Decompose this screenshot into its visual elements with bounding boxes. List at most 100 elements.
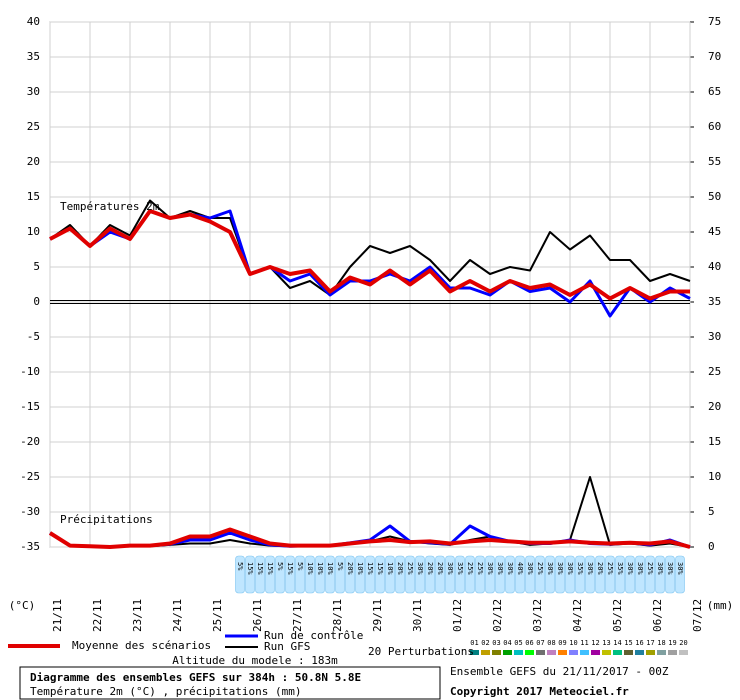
- x-tick-label: 04/12: [571, 599, 584, 632]
- perturbation-number: 09: [558, 639, 566, 647]
- probability-label: 10%: [306, 562, 314, 575]
- y-tick-label: 35: [27, 50, 40, 63]
- x-tick-label: 21/11: [51, 599, 64, 632]
- perturbation-swatch: [569, 650, 578, 655]
- y-tick-label: -10: [20, 365, 40, 378]
- probability-box: [615, 555, 625, 594]
- probability-label: 25%: [406, 562, 414, 575]
- probability-box: [335, 555, 345, 594]
- y2-tick-label: 70: [708, 50, 721, 63]
- probability-label: 35%: [456, 562, 464, 575]
- perturbation-swatch: [558, 650, 567, 655]
- y2-tick-label: 0: [708, 540, 715, 553]
- legend-label: Run de contrôle: [264, 629, 363, 642]
- probability-label: 35%: [616, 562, 624, 575]
- probability-label: 15%: [286, 562, 294, 575]
- probability-box: [485, 555, 495, 594]
- y2-tick-label: 10: [708, 470, 721, 483]
- probability-box: [535, 555, 545, 594]
- grid: [49, 21, 694, 548]
- perturbation-swatch: [536, 650, 545, 655]
- perturbation-swatch: [613, 650, 622, 655]
- y2-tick-label: 50: [708, 190, 721, 203]
- perturbation-swatch: [547, 650, 556, 655]
- probability-box: [435, 555, 445, 594]
- probability-box: [455, 555, 465, 594]
- perturbation-number: 11: [580, 639, 588, 647]
- y-tick-label: 40: [27, 15, 40, 28]
- probability-box: [295, 555, 305, 594]
- perturbation-number: 13: [602, 639, 610, 647]
- y2-tick-label: 75: [708, 15, 721, 28]
- probability-label: 30%: [416, 562, 424, 575]
- probability-box: [255, 555, 265, 594]
- probability-box: [495, 555, 505, 594]
- temperature-label: Températures 2m: [60, 200, 160, 213]
- probability-box: [545, 555, 555, 594]
- y-tick-label: 10: [27, 225, 40, 238]
- probability-box: [395, 555, 405, 594]
- perturbation-swatch: [657, 650, 666, 655]
- perturbation-number: 06: [525, 639, 533, 647]
- series-line: [49, 209, 690, 301]
- probability-label: 30%: [566, 562, 574, 575]
- x-tick-label: 29/11: [371, 599, 384, 632]
- x-tick-label: 01/12: [451, 599, 464, 632]
- probability-box: [645, 555, 655, 594]
- probability-label: 30%: [446, 562, 454, 575]
- x-tick-label: 28/11: [331, 599, 344, 632]
- probability-box: [405, 555, 415, 594]
- y-tick-label: -5: [27, 330, 40, 343]
- probability-label: 30%: [526, 562, 534, 575]
- x-tick-label: 02/12: [491, 599, 504, 632]
- probability-label: 25%: [476, 562, 484, 575]
- probability-box: [365, 555, 375, 594]
- y2-tick-label: 60: [708, 120, 721, 133]
- probability-label: 25%: [466, 562, 474, 575]
- probability-label: 10%: [356, 562, 364, 575]
- precipitation-label: Précipitations: [60, 513, 153, 526]
- x-tick-label: 30/11: [411, 599, 424, 632]
- probability-box: [665, 555, 675, 594]
- probability-label: 30%: [546, 562, 554, 575]
- probability-label: 5%: [276, 562, 284, 571]
- probability-label: 5%: [236, 562, 244, 571]
- y-tick-label: 0: [33, 295, 40, 308]
- probability-box: [355, 555, 365, 594]
- y2-tick-label: 25: [708, 365, 721, 378]
- probability-box: [655, 555, 665, 594]
- y-tick-label: 20: [27, 155, 40, 168]
- perturbation-number: 07: [536, 639, 544, 647]
- perturbation-number: 08: [547, 639, 555, 647]
- perturbation-number: 19: [668, 639, 676, 647]
- y2-tick-label: 5: [708, 505, 715, 518]
- probability-box: [275, 555, 285, 594]
- y-tick-label: -20: [20, 435, 40, 448]
- probability-box: [385, 555, 395, 594]
- y2-tick-label: 30: [708, 330, 721, 343]
- probability-label: 25%: [536, 562, 544, 575]
- probability-label: 30%: [486, 562, 494, 575]
- y-tick-label: 5: [33, 260, 40, 273]
- perturbation-number: 10: [569, 639, 577, 647]
- perturbation-number: 20: [679, 639, 687, 647]
- y-tick-label: -15: [20, 400, 40, 413]
- probability-box: [245, 555, 255, 594]
- probability-label: 30%: [656, 562, 664, 575]
- y2-axis-label: (mm): [707, 599, 734, 612]
- y2-tick-label: 20: [708, 400, 721, 413]
- x-tick-label: 24/11: [171, 599, 184, 632]
- probability-label: 15%: [256, 562, 264, 575]
- probability-box: [445, 555, 455, 594]
- perturbation-number: 12: [591, 639, 599, 647]
- probability-box: [605, 555, 615, 594]
- probability-label: 20%: [396, 562, 404, 575]
- probability-box: [315, 555, 325, 594]
- probability-label: 40%: [516, 562, 524, 575]
- y2-tick-label: 65: [708, 85, 721, 98]
- probability-box: [675, 555, 685, 594]
- series-line: [49, 199, 691, 296]
- probability-box: [235, 555, 245, 594]
- probability-box: [595, 555, 605, 594]
